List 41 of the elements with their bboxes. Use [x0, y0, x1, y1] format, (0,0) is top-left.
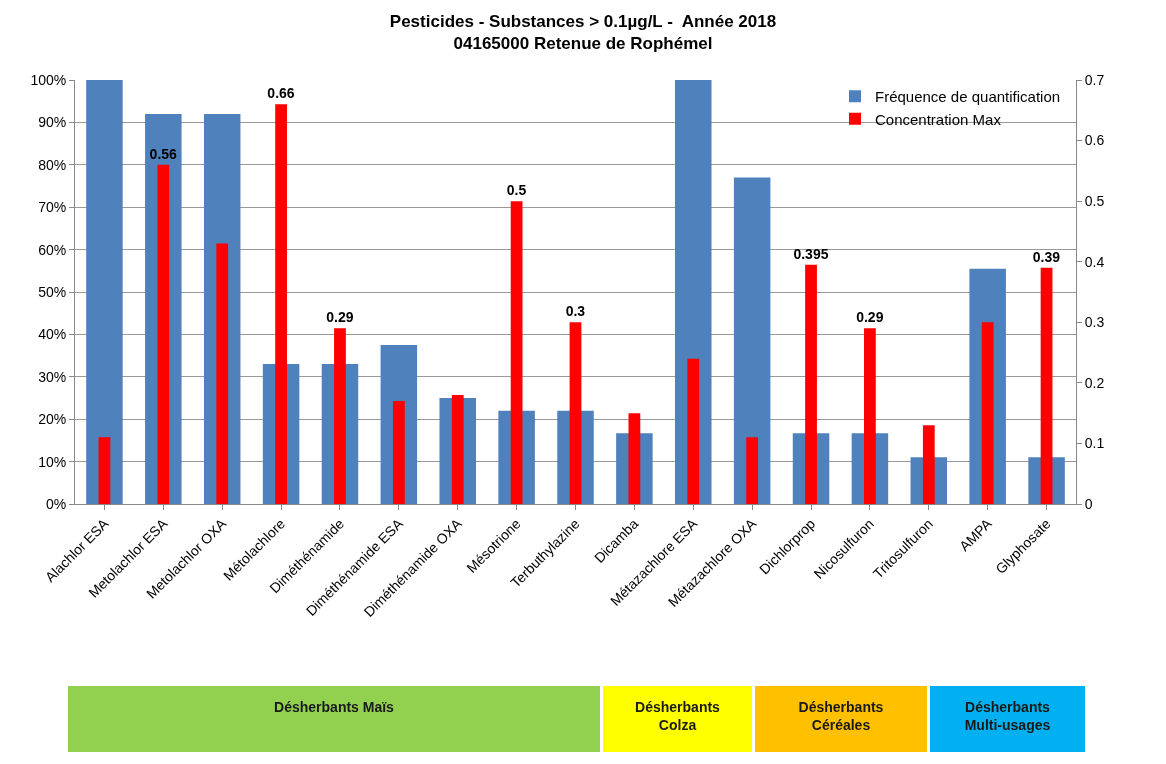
group-box: Désherbants Colza [603, 686, 752, 752]
bar [392, 401, 405, 504]
group-box: Désherbants Multi-usages [930, 686, 1085, 752]
y-tick-label: 70% [38, 199, 67, 216]
bar [687, 358, 700, 504]
bar [98, 437, 111, 504]
y-tick-label: 40% [38, 326, 67, 343]
y-tick-label: 20% [38, 411, 67, 428]
bar [733, 177, 771, 504]
data-label: 0.56 [149, 145, 178, 162]
y-tick-label: 100% [30, 71, 67, 88]
y-tick-label: 10% [38, 453, 67, 470]
data-label: 0.66 [267, 85, 295, 102]
y2-tick-label: 0 [1084, 495, 1093, 512]
y-tick-label: 90% [38, 114, 67, 131]
bar [216, 243, 229, 504]
y-tick-label: 60% [38, 241, 67, 258]
bar [746, 437, 759, 504]
y2-tick-label: 0.5 [1084, 193, 1105, 210]
y-tick-label: 30% [38, 368, 67, 385]
group-box: Désherbants Céréales [755, 686, 927, 752]
y2-tick-label: 0.6 [1084, 132, 1105, 149]
data-label: 0.29 [856, 309, 884, 326]
data-label: 0.3 [565, 303, 586, 320]
y-tick-label: 80% [38, 156, 67, 173]
data-label: 0.5 [506, 182, 527, 199]
y2-tick-label: 0.4 [1084, 253, 1105, 270]
data-label: 0.29 [326, 309, 354, 326]
legend-label: Concentration Max [874, 110, 1002, 128]
y2-tick-label: 0.3 [1084, 314, 1105, 331]
bar [86, 80, 123, 504]
y2-tick-label: 0.1 [1084, 435, 1105, 452]
y-tick-label: 50% [38, 283, 67, 300]
y-tick-label: 0% [45, 495, 67, 512]
legend-label: Fréquence de quantification [874, 88, 1061, 106]
y2-tick-label: 0.2 [1084, 374, 1105, 391]
chart-title: Pesticides - Substances > 0.1µg/L - Année 2018 04165000 Retenue de Rophémel [389, 11, 777, 53]
group-box: Désherbants Maïs [68, 686, 600, 752]
y2-tick-label: 0.7 [1084, 71, 1105, 88]
data-label: 0.395 [793, 245, 829, 262]
data-label: 0.39 [1032, 248, 1061, 265]
